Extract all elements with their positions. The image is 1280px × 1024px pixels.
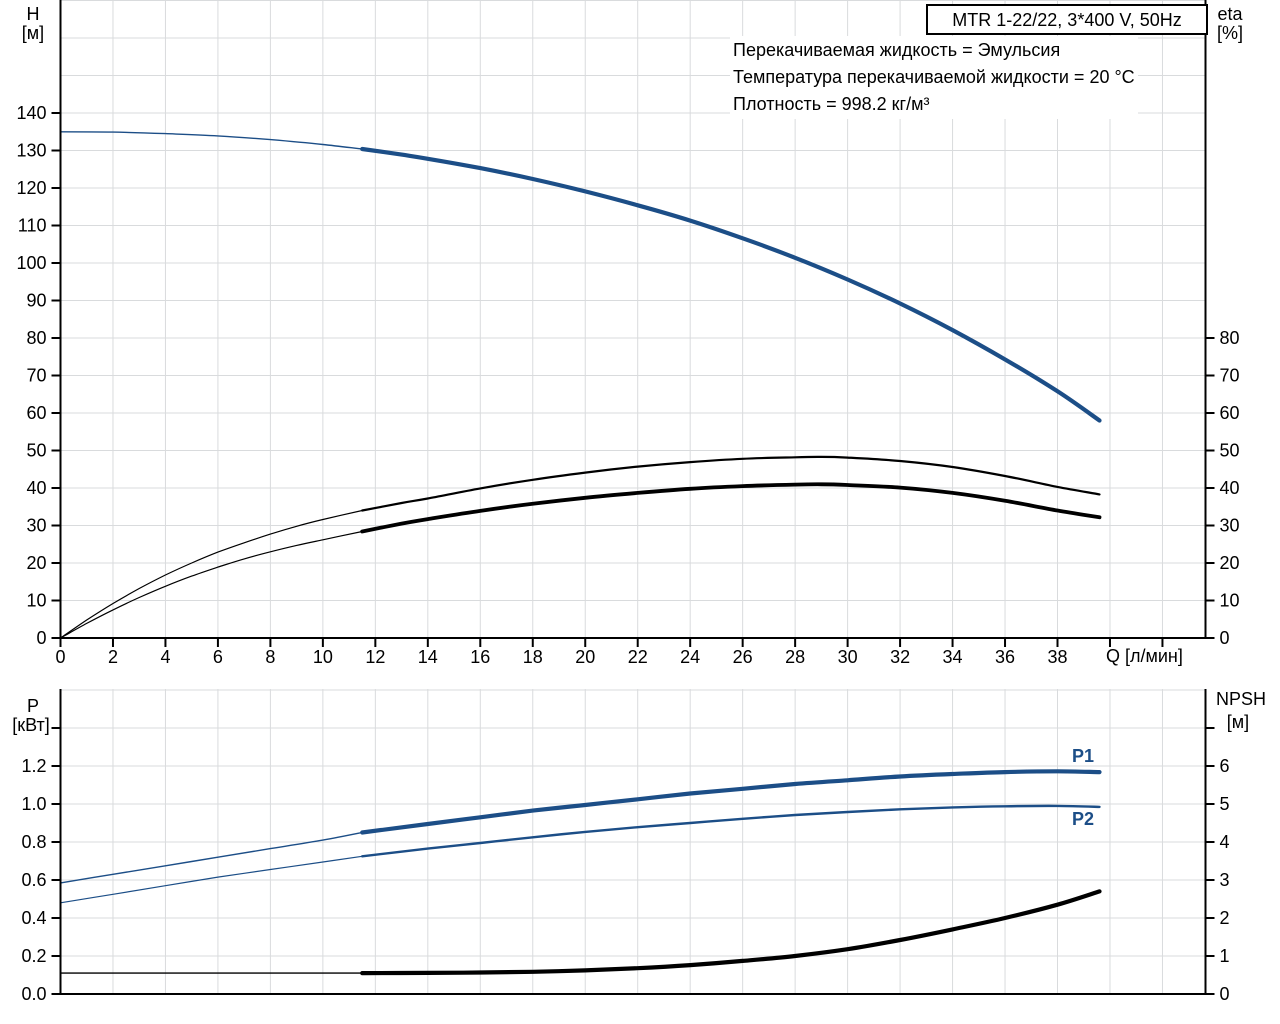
gridlines (60, 0, 1206, 638)
left-tick-label: 100 (16, 253, 46, 273)
right-tick-label: 80 (1220, 328, 1240, 348)
x-tick-label: 26 (733, 647, 753, 667)
top-right-axis-label: eta (1217, 4, 1243, 24)
eta-pump-curve (59, 509, 363, 639)
tick-labels: 0102030405060708090100110120130140010203… (16, 103, 1239, 667)
x-tick-label: 6 (213, 647, 223, 667)
x-tick-label: 10 (313, 647, 333, 667)
x-tick-label: 24 (680, 647, 700, 667)
left-tick-label: 70 (26, 366, 46, 386)
right-tick-label: 70 (1220, 366, 1240, 386)
x-tick-label: 4 (160, 647, 170, 667)
gridlines (60, 689, 1206, 994)
tick-labels: 0.0 0.2 0.4 0.6 0.8 1.0 1.2 0 1 2 3 4 5 6 (21, 756, 1229, 1004)
right-tick-label: 2 (1220, 908, 1230, 928)
annotation-temperature: Температура перекачиваемой жидкости = 20… (733, 67, 1135, 87)
x-axis-label: Q [л/мин] (1106, 646, 1183, 666)
P2-curve (361, 804, 1101, 858)
bottom-left-axis-label: P (26, 696, 39, 716)
liquid-annotations: Перекачиваемая жидкость = Эмульсия Темпе… (730, 36, 1138, 119)
x-tick-label: 22 (628, 647, 648, 667)
P1-curve (59, 831, 363, 884)
annotation-density: Плотность = 998.2 кг/м³ (733, 94, 930, 114)
curves (59, 769, 1102, 976)
P1-curve (360, 769, 1102, 835)
top-left-axis-label: H (26, 4, 40, 24)
x-tick-label: 14 (418, 647, 438, 667)
x-tick-label: 16 (470, 647, 490, 667)
top-right-axis-unit: [%] (1216, 23, 1243, 43)
right-tick-label: 0 (1220, 628, 1230, 648)
eta-unit-curve (360, 482, 1102, 534)
axes (51, 689, 1215, 995)
left-tick-label: 30 (26, 516, 46, 536)
axes (51, 0, 1215, 647)
right-tick-label: 3 (1220, 870, 1230, 890)
left-tick-label: 0.8 (21, 832, 46, 852)
top-left-axis-unit: [м] (21, 23, 45, 43)
x-tick-label: 38 (1047, 647, 1067, 667)
x-tick-label: 36 (995, 647, 1015, 667)
left-tick-label: 120 (16, 178, 46, 198)
right-tick-label: 6 (1220, 756, 1230, 776)
left-tick-label: 1.2 (21, 756, 46, 776)
left-tick-label: 1.0 (21, 794, 46, 814)
head-efficiency-chart: 0102030405060708090100110120130140010203… (16, 0, 1240, 667)
left-tick-label: 10 (26, 591, 46, 611)
bottom-right-axis-label: NPSH (1215, 689, 1266, 709)
x-tick-label: 20 (575, 647, 595, 667)
eta-unit-curve (59, 530, 363, 639)
p1-curve-label: P1 (1072, 746, 1095, 766)
right-tick-label: 1 (1220, 946, 1230, 966)
right-tick-label: 4 (1220, 832, 1230, 852)
x-tick-label: 12 (365, 647, 385, 667)
bottom-left-axis-unit: [кВт] (12, 715, 50, 735)
p2-curve-label: P2 (1072, 809, 1095, 829)
left-tick-label: 80 (26, 328, 46, 348)
NPSH-curve (360, 889, 1102, 976)
right-tick-label: 0 (1220, 984, 1230, 1004)
left-tick-label: 50 (26, 441, 46, 461)
curves (59, 131, 1102, 639)
right-tick-label: 10 (1220, 591, 1240, 611)
left-tick-label: 90 (26, 291, 46, 311)
x-tick-label: 0 (55, 647, 65, 667)
H-curve (360, 146, 1102, 423)
x-tick-label: 30 (838, 647, 858, 667)
right-tick-label: 50 (1220, 441, 1240, 461)
power-npsh-chart: 0.0 0.2 0.4 0.6 0.8 1.0 1.2 0 1 2 3 4 5 6 (21, 689, 1230, 1004)
x-tick-label: 8 (265, 647, 275, 667)
annotation-liquid: Перекачиваемая жидкость = Эмульсия (733, 40, 1061, 60)
right-tick-label: 40 (1220, 478, 1240, 498)
x-tick-label: 32 (890, 647, 910, 667)
left-tick-label: 140 (16, 103, 46, 123)
x-tick-label: 2 (108, 647, 118, 667)
pump-model-title: MTR 1-22/22, 3*400 V, 50Hz (952, 9, 1182, 30)
H-curve (59, 131, 363, 150)
right-tick-label: 20 (1220, 553, 1240, 573)
left-tick-label: 60 (26, 403, 46, 423)
left-tick-label: 130 (16, 141, 46, 161)
left-tick-label: 0 (36, 628, 46, 648)
right-tick-label: 30 (1220, 516, 1240, 536)
left-tick-label: 110 (18, 216, 47, 236)
left-tick-label: 40 (26, 478, 46, 498)
x-tick-label: 28 (785, 647, 805, 667)
pump-model-title-box: MTR 1-22/22, 3*400 V, 50Hz (926, 4, 1208, 35)
x-tick-label: 34 (943, 647, 963, 667)
P2-curve (59, 855, 363, 904)
bottom-right-axis-unit: [м] (1226, 712, 1250, 732)
left-tick-label: 0.6 (21, 870, 46, 890)
left-tick-label: 0.4 (21, 908, 46, 928)
left-tick-label: 0.0 (21, 984, 46, 1004)
x-tick-label: 18 (523, 647, 543, 667)
eta-pump-curve (361, 455, 1101, 512)
left-tick-label: 0.2 (21, 946, 46, 966)
left-tick-label: 20 (26, 553, 46, 573)
right-tick-label: 60 (1220, 403, 1240, 423)
right-tick-label: 5 (1220, 794, 1230, 814)
